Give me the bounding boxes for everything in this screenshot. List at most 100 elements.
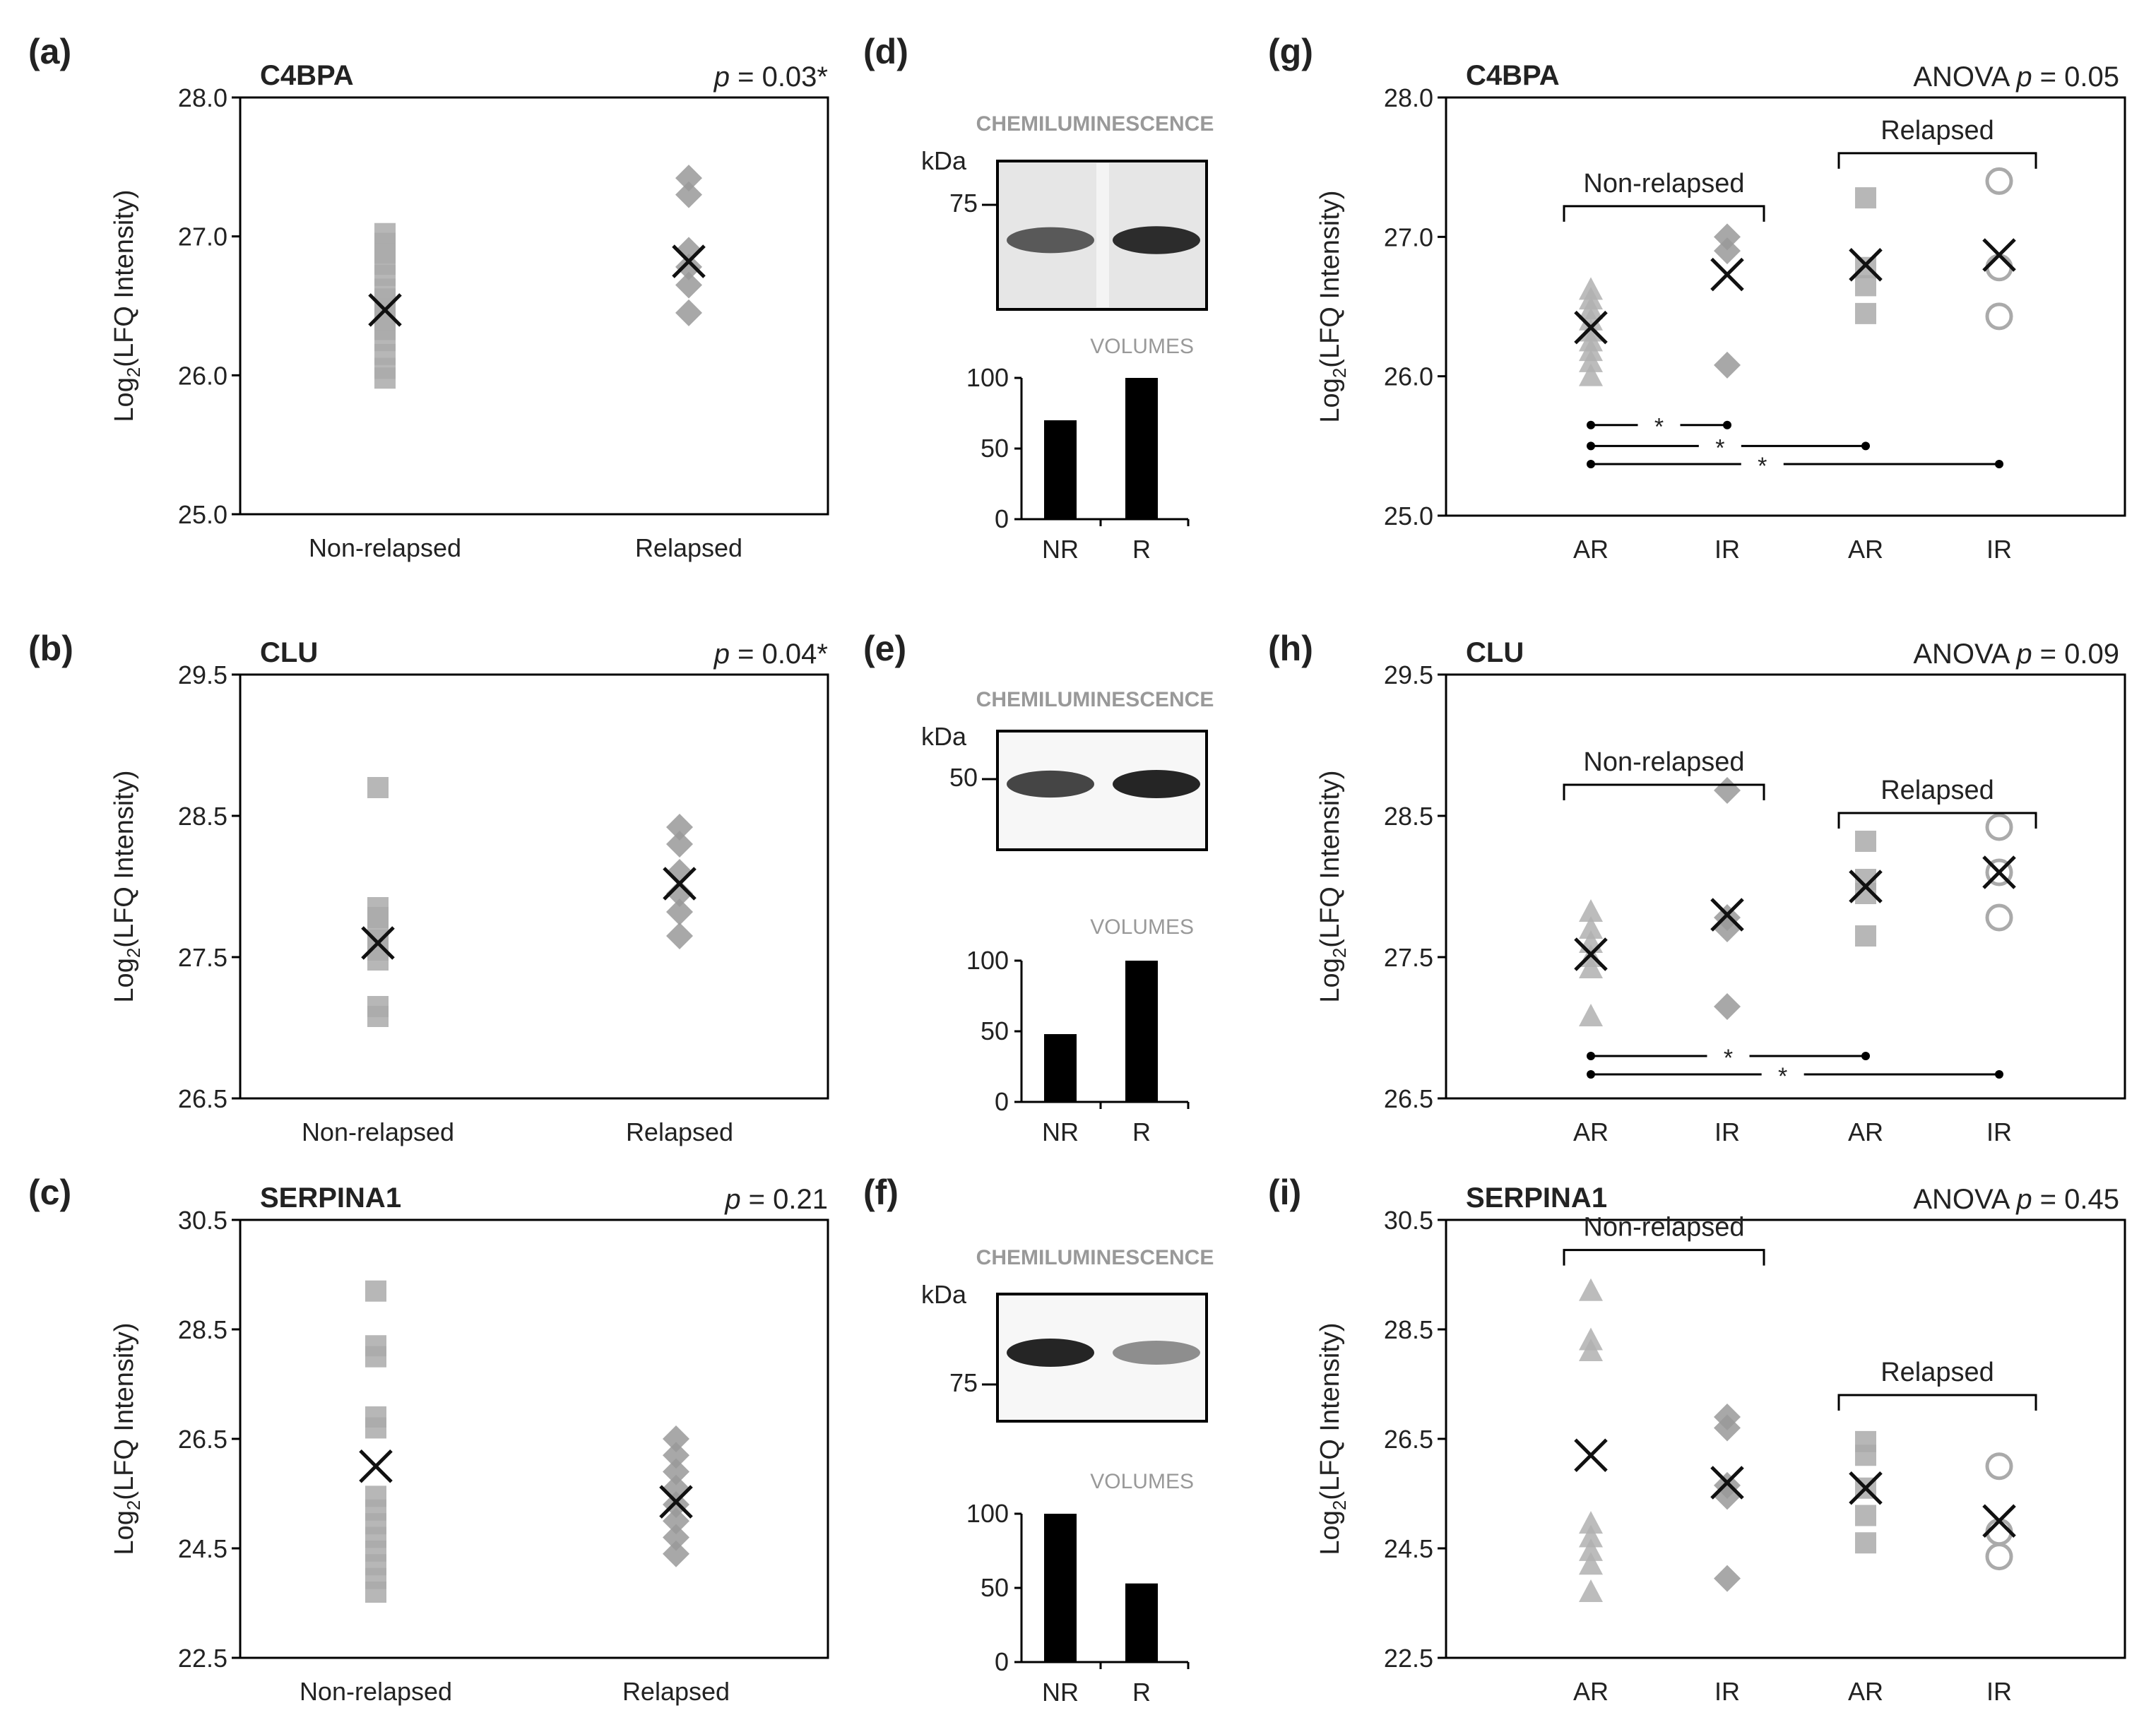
y-label-rest: (LFQ Intensity) bbox=[109, 189, 139, 367]
y-label-base: Log bbox=[109, 1510, 139, 1555]
p-suffix: = 0.09 bbox=[2032, 639, 2119, 670]
y-label-sub: 2 bbox=[1329, 368, 1350, 378]
bar-y-tick-label: 100 bbox=[966, 1499, 1009, 1528]
bar-category-label: R bbox=[1132, 1117, 1151, 1146]
data-point bbox=[1855, 831, 1876, 852]
p-value: p = 0.21 bbox=[724, 1184, 828, 1215]
data-point bbox=[1714, 1565, 1741, 1592]
p-prefix: ANOVA bbox=[1913, 61, 2016, 93]
group-label: Non-relapsed bbox=[1583, 747, 1744, 777]
bar-category-label: NR bbox=[1042, 535, 1079, 564]
p-italic: p bbox=[2015, 1184, 2032, 1215]
p-suffix: = 0.21 bbox=[741, 1184, 828, 1215]
data-point bbox=[1985, 1518, 2013, 1546]
group-bracket bbox=[1837, 1394, 2037, 1411]
p-value: ANOVA p = 0.45 bbox=[1913, 1184, 2119, 1215]
significance-end bbox=[1587, 441, 1595, 451]
mw-marker-label: 75 bbox=[949, 1368, 978, 1397]
data-point bbox=[1714, 351, 1741, 379]
data-point bbox=[1579, 1511, 1603, 1534]
bar bbox=[1044, 1514, 1077, 1662]
data-point bbox=[1579, 1524, 1603, 1548]
data-point bbox=[1985, 903, 2013, 932]
group-label: Non-relapsed bbox=[1583, 1213, 1744, 1242]
p-suffix: = 0.05 bbox=[2032, 61, 2119, 93]
y-tick-label: 30.5 bbox=[178, 1206, 227, 1235]
kda-label: kDa bbox=[921, 722, 967, 751]
panel-title: CLU bbox=[260, 637, 318, 668]
y-label-rest: (LFQ Intensity) bbox=[1315, 1322, 1345, 1500]
data-point bbox=[663, 1507, 689, 1535]
group-bracket bbox=[1563, 783, 1765, 800]
y-label-rest: (LFQ Intensity) bbox=[1315, 190, 1345, 367]
significance-end bbox=[1995, 1070, 2003, 1079]
panel-h: (h) CLU ANOVA p = 0.09 26.5 27.5 28.5 29.5 Log2… bbox=[1268, 629, 2126, 1146]
mean-marker bbox=[1710, 898, 1744, 932]
data-point bbox=[374, 223, 396, 244]
y-label-rest: (LFQ Intensity) bbox=[109, 770, 139, 947]
blot-band bbox=[1007, 1339, 1094, 1367]
y-axis-label: Log2(LFQ Intensity) bbox=[1315, 1322, 1350, 1555]
y-label-base: Log bbox=[1315, 1510, 1345, 1555]
y-tick-label: 28.5 bbox=[178, 1315, 227, 1344]
blot-band bbox=[1007, 770, 1094, 798]
panel-label: (i) bbox=[1268, 1173, 1301, 1212]
data-point bbox=[365, 1406, 386, 1428]
volumes-title: VOLUMES bbox=[1090, 1470, 1194, 1493]
p-suffix: = 0.04* bbox=[730, 639, 828, 670]
panel-title: C4BPA bbox=[260, 60, 354, 91]
data-point bbox=[1855, 925, 1876, 947]
p-italic: p bbox=[724, 1184, 740, 1215]
data-point bbox=[675, 253, 702, 280]
bar-y-tick-label: 0 bbox=[995, 1647, 1009, 1676]
data-point bbox=[1714, 1471, 1741, 1499]
y-label-base: Log bbox=[109, 958, 139, 1002]
panel-a: (a) C4BPA p = 0.03* 25.0 26.0 27.0 28.0 Log2(LF… bbox=[28, 32, 829, 562]
x-category-label: IR bbox=[1986, 1117, 2012, 1146]
data-point bbox=[1985, 254, 2013, 282]
y-label-base: Log bbox=[1315, 958, 1345, 1002]
plot-frame bbox=[239, 96, 829, 516]
p-value: p = 0.03* bbox=[713, 61, 828, 93]
mean-marker bbox=[1849, 1471, 1883, 1505]
data-point bbox=[663, 1491, 689, 1518]
x-category-label: IR bbox=[1986, 535, 2012, 564]
y-label-sub: 2 bbox=[123, 948, 144, 958]
mean-marker bbox=[1710, 1466, 1744, 1500]
p-prefix: ANOVA bbox=[1913, 639, 2016, 670]
y-tick-label: 28.0 bbox=[178, 83, 227, 112]
significance-star: * bbox=[1715, 434, 1724, 461]
y-tick-label: 26.5 bbox=[178, 1084, 227, 1113]
p-prefix: ANOVA bbox=[1913, 1184, 2016, 1215]
bar-category-label: R bbox=[1132, 535, 1151, 564]
data-point bbox=[1579, 277, 1603, 300]
data-point bbox=[663, 1540, 689, 1567]
data-point bbox=[365, 1280, 386, 1302]
mean-marker bbox=[1710, 257, 1744, 292]
bar bbox=[1125, 378, 1158, 519]
x-category-label: Non-relapsed bbox=[300, 1677, 452, 1706]
x-category-label: AR bbox=[1573, 1117, 1609, 1146]
p-suffix: = 0.45 bbox=[2032, 1184, 2119, 1215]
plot-frame bbox=[1445, 1218, 2126, 1659]
data-point bbox=[1579, 1327, 1603, 1351]
data-point bbox=[1714, 777, 1741, 804]
mw-marker-label: 75 bbox=[949, 189, 978, 218]
data-point bbox=[1714, 237, 1741, 265]
mean-marker bbox=[368, 293, 402, 327]
y-axis-label: Log2(LFQ Intensity) bbox=[1315, 770, 1350, 1002]
y-tick-label: 27.0 bbox=[178, 223, 227, 251]
group-bracket bbox=[1563, 1249, 1765, 1266]
bar-y-tick-label: 50 bbox=[981, 1573, 1009, 1602]
y-tick-label: 26.0 bbox=[1384, 362, 1433, 391]
group-label: Relapsed bbox=[1880, 776, 1994, 805]
data-point bbox=[675, 299, 702, 326]
group-label: Relapsed bbox=[1880, 1358, 1994, 1387]
group-bracket bbox=[1837, 152, 2037, 169]
y-tick-label: 27.5 bbox=[178, 943, 227, 972]
mean-marker bbox=[359, 1449, 393, 1483]
blot-band bbox=[1007, 227, 1094, 254]
bar-y-tick-label: 100 bbox=[966, 946, 1009, 975]
data-point bbox=[367, 996, 389, 1017]
data-point bbox=[1985, 813, 2013, 841]
